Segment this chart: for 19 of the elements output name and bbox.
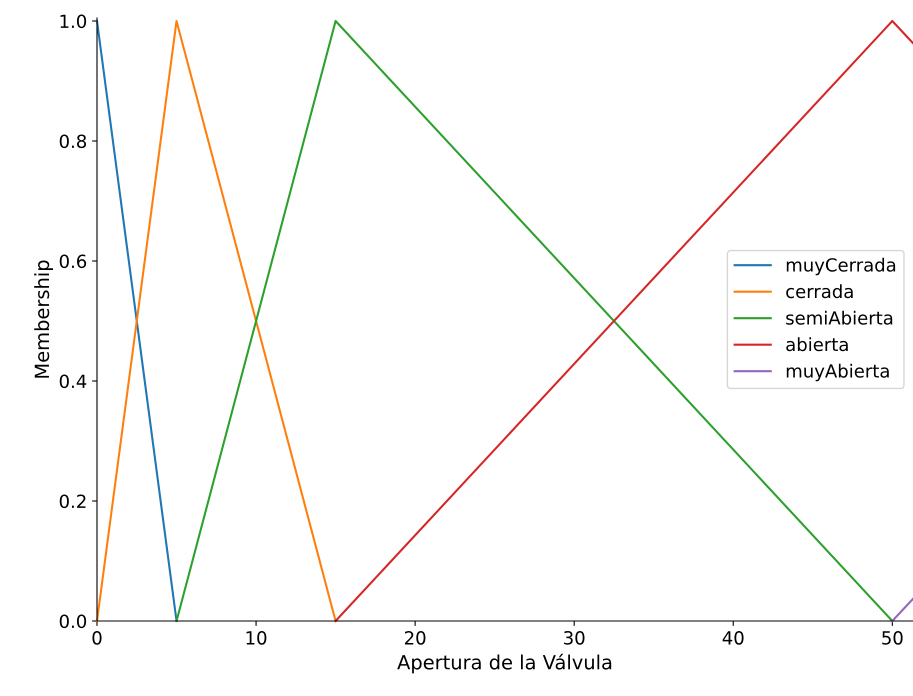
legend-label: muyAbierta <box>786 364 889 382</box>
legend-label: semiAbierta <box>786 310 892 325</box>
y-axis-title: Membership <box>34 260 54 378</box>
legend-label: abierta <box>786 337 848 352</box>
x-tick-label: 40 <box>722 631 744 645</box>
y-tick-label: 0.6 <box>60 254 86 268</box>
y-tick-label: 0.4 <box>60 374 86 388</box>
y-tick-label: 0.0 <box>60 614 86 628</box>
y-tick-label: 0.2 <box>60 494 86 508</box>
y-tick-label: 0.8 <box>60 134 86 148</box>
y-tick-label: 1.0 <box>60 14 86 28</box>
legend-label: cerrada <box>786 284 853 298</box>
x-tick-label: 0 <box>92 631 102 645</box>
x-tick-label: 50 <box>882 631 903 645</box>
x-tick-label: 20 <box>404 631 426 645</box>
x-axis-title: Apertura de la Válvula <box>397 654 612 674</box>
x-tick-label: 10 <box>246 631 266 645</box>
legend-label: muyCerrada <box>786 258 896 276</box>
x-tick-label: 30 <box>564 631 584 645</box>
